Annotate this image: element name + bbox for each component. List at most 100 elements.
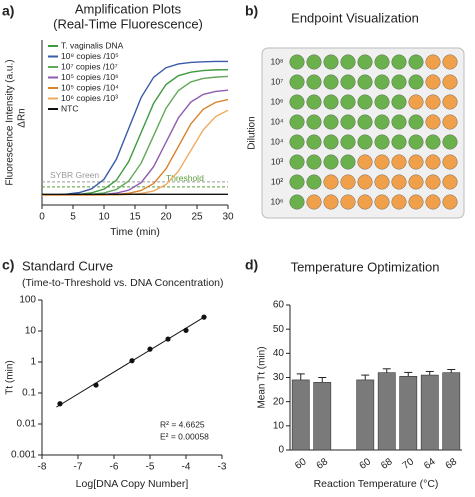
y-axis-label: ΔRn bbox=[17, 108, 28, 127]
well bbox=[374, 54, 390, 70]
x-tick-label: 15 bbox=[129, 212, 141, 223]
y-axis-label: Fluorescence Intensity (a.u.) bbox=[5, 59, 16, 185]
well bbox=[306, 114, 322, 130]
y-tick-label: 1 bbox=[30, 357, 36, 368]
well bbox=[357, 154, 373, 170]
y-tick-label: 30 bbox=[273, 372, 285, 383]
x-tick-label: 25 bbox=[191, 212, 203, 223]
point bbox=[147, 346, 153, 352]
panel-label: a) bbox=[2, 3, 14, 19]
chart-subtitle: (Time-to-Threshold vs. DNA Concentration… bbox=[22, 277, 224, 289]
point bbox=[57, 401, 63, 407]
y-axis-label: Dilution bbox=[247, 116, 258, 149]
legend-label: NTC bbox=[61, 103, 78, 113]
chart-title: Temperature Optimization bbox=[291, 259, 440, 274]
well bbox=[442, 194, 458, 210]
row-label: 10² bbox=[271, 176, 283, 186]
well bbox=[289, 74, 305, 90]
x-tick-label: 5 bbox=[70, 212, 76, 223]
well bbox=[357, 174, 373, 190]
well bbox=[425, 154, 441, 170]
y-axis-label: Tt (min) bbox=[5, 360, 16, 394]
x-tick-label: -4 bbox=[182, 462, 191, 473]
row-label: 10⁷ bbox=[271, 76, 284, 86]
well bbox=[323, 194, 339, 210]
well bbox=[408, 74, 424, 90]
well bbox=[374, 154, 390, 170]
well bbox=[425, 134, 441, 150]
well bbox=[306, 134, 322, 150]
well bbox=[391, 74, 407, 90]
well bbox=[391, 54, 407, 70]
x-tick-label: 10 bbox=[98, 212, 110, 223]
x-tick-label: 68 bbox=[315, 456, 331, 472]
well bbox=[391, 194, 407, 210]
well bbox=[340, 134, 356, 150]
well bbox=[357, 134, 373, 150]
well bbox=[357, 54, 373, 70]
well bbox=[391, 114, 407, 130]
y-tick-label: 60 bbox=[273, 300, 285, 311]
y-tick-label: 50 bbox=[273, 324, 285, 335]
well bbox=[425, 114, 441, 130]
y-tick-label: 0 bbox=[278, 445, 284, 456]
bar bbox=[313, 382, 332, 451]
well bbox=[340, 94, 356, 110]
well bbox=[442, 74, 458, 90]
row-label: 10⁶ bbox=[271, 96, 284, 106]
threshold-label: SYBR Green bbox=[50, 170, 99, 180]
well bbox=[408, 194, 424, 210]
well bbox=[306, 194, 322, 210]
x-tick-label: 60 bbox=[293, 456, 309, 472]
x-tick-label: 70 bbox=[401, 456, 417, 472]
well bbox=[442, 114, 458, 130]
well bbox=[425, 194, 441, 210]
well bbox=[306, 94, 322, 110]
y-tick-label: 0.1 bbox=[22, 388, 36, 399]
well bbox=[323, 114, 339, 130]
well bbox=[442, 154, 458, 170]
well bbox=[306, 74, 322, 90]
row-label: 10⁴ bbox=[270, 116, 283, 126]
row-label: 10⁸ bbox=[270, 56, 283, 66]
chart-title: Endpoint Visualization bbox=[291, 10, 419, 25]
well bbox=[357, 74, 373, 90]
y-tick-label: 10 bbox=[273, 420, 285, 431]
well bbox=[425, 174, 441, 190]
panel-label: b) bbox=[245, 3, 258, 19]
well bbox=[374, 194, 390, 210]
y-tick-label: 0.001 bbox=[11, 450, 36, 461]
legend-label: 10⁵ copies /10⁴ bbox=[61, 82, 119, 92]
well bbox=[374, 114, 390, 130]
well bbox=[374, 134, 390, 150]
well bbox=[391, 94, 407, 110]
legend-label: 10⁵ copies /10⁶ bbox=[61, 72, 119, 82]
panel-label: d) bbox=[245, 257, 258, 273]
point bbox=[93, 382, 99, 388]
annotation: E² = 0.00058 bbox=[160, 431, 209, 441]
annotation: R² = 4.6625 bbox=[160, 419, 205, 429]
series-line bbox=[42, 60, 228, 196]
well bbox=[374, 74, 390, 90]
x-axis-label: Reaction Temperature (°C) bbox=[314, 478, 439, 490]
x-tick-label: -3 bbox=[218, 462, 227, 473]
x-tick-label: -8 bbox=[38, 462, 47, 473]
legend-label: T. vaginalis DNA bbox=[61, 40, 124, 50]
well bbox=[340, 154, 356, 170]
row-label: 10³ bbox=[271, 156, 283, 166]
well bbox=[357, 194, 373, 210]
bar bbox=[291, 379, 310, 451]
point bbox=[165, 336, 171, 342]
x-tick-label: -7 bbox=[74, 462, 83, 473]
well bbox=[374, 94, 390, 110]
point bbox=[129, 358, 135, 364]
plate bbox=[261, 47, 465, 219]
well bbox=[289, 94, 305, 110]
well bbox=[340, 74, 356, 90]
bar bbox=[399, 375, 418, 451]
well bbox=[408, 114, 424, 130]
y-tick-label: 100 bbox=[19, 295, 36, 306]
legend-label: 10⁷ copies /10⁷ bbox=[61, 61, 118, 71]
well bbox=[340, 174, 356, 190]
